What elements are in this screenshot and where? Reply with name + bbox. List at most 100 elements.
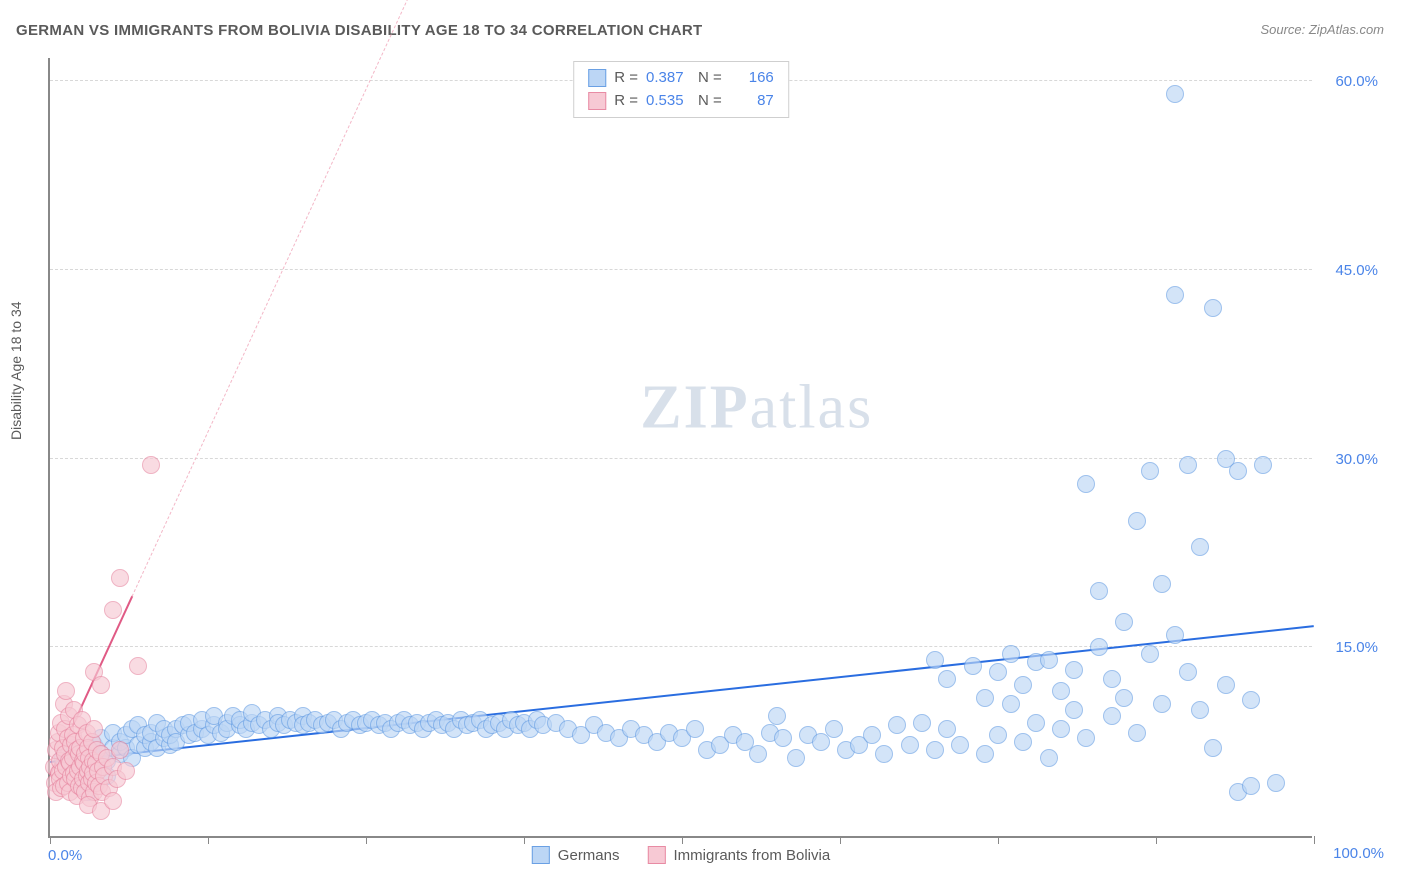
y-tick-label: 30.0%	[1335, 451, 1378, 468]
legend-swatch	[588, 69, 606, 87]
data-point	[129, 657, 147, 675]
data-point	[1090, 582, 1108, 600]
data-point	[938, 720, 956, 738]
legend-swatch	[532, 846, 550, 864]
legend-item: Immigrants from Bolivia	[647, 846, 830, 864]
data-point	[1014, 733, 1032, 751]
data-point	[1040, 651, 1058, 669]
y-axis-label: Disability Age 18 to 34	[8, 301, 24, 440]
data-point	[1229, 462, 1247, 480]
chart-title: GERMAN VS IMMIGRANTS FROM BOLIVIA DISABI…	[16, 22, 702, 39]
legend-row: R =0.387N =166	[588, 67, 774, 90]
data-point	[1204, 299, 1222, 317]
data-point	[901, 736, 919, 754]
data-point	[774, 729, 792, 747]
data-point	[964, 657, 982, 675]
data-point	[111, 741, 129, 759]
data-point	[1166, 286, 1184, 304]
data-point	[1002, 695, 1020, 713]
series-legend: Germans Immigrants from Bolivia	[532, 846, 830, 864]
data-point	[1217, 676, 1235, 694]
legend-label: Immigrants from Bolivia	[673, 847, 830, 864]
data-point	[1191, 701, 1209, 719]
x-tick	[998, 836, 999, 844]
data-point	[85, 720, 103, 738]
x-tick	[366, 836, 367, 844]
data-point	[768, 707, 786, 725]
data-point	[1242, 691, 1260, 709]
y-tick-label: 45.0%	[1335, 262, 1378, 279]
data-point	[863, 726, 881, 744]
data-point	[1166, 626, 1184, 644]
data-point	[1027, 714, 1045, 732]
x-tick	[524, 836, 525, 844]
r-value: 0.535	[646, 90, 690, 113]
data-point	[1052, 720, 1070, 738]
data-point	[1254, 456, 1272, 474]
data-point	[749, 745, 767, 763]
data-point	[1179, 456, 1197, 474]
x-tick	[682, 836, 683, 844]
gridline	[50, 269, 1312, 270]
data-point	[142, 456, 160, 474]
data-point	[1141, 645, 1159, 663]
data-point	[926, 651, 944, 669]
data-point	[1077, 729, 1095, 747]
x-tick	[840, 836, 841, 844]
data-point	[104, 792, 122, 810]
correlation-legend: R =0.387N =166R =0.535N =87	[573, 61, 789, 118]
data-point	[1267, 774, 1285, 792]
scatter-plot: ZIPatlas 15.0%30.0%45.0%60.0%100.0%0.0%R…	[48, 58, 1312, 838]
r-label: R =	[614, 67, 638, 90]
x-tick-label: 0.0%	[48, 847, 82, 864]
data-point	[825, 720, 843, 738]
r-label: R =	[614, 90, 638, 113]
data-point	[926, 741, 944, 759]
data-point	[1153, 575, 1171, 593]
y-tick-label-100: 100.0%	[1333, 845, 1384, 862]
data-point	[1002, 645, 1020, 663]
x-tick	[1314, 836, 1315, 844]
data-point	[1040, 749, 1058, 767]
data-point	[1065, 661, 1083, 679]
data-point	[951, 736, 969, 754]
r-value: 0.387	[646, 67, 690, 90]
data-point	[1141, 462, 1159, 480]
y-tick-label: 15.0%	[1335, 639, 1378, 656]
data-point	[913, 714, 931, 732]
x-tick	[1156, 836, 1157, 844]
data-point	[875, 745, 893, 763]
data-point	[117, 762, 135, 780]
data-point	[1153, 695, 1171, 713]
data-point	[1103, 670, 1121, 688]
data-point	[1191, 538, 1209, 556]
data-point	[1065, 701, 1083, 719]
data-point	[1052, 682, 1070, 700]
legend-row: R =0.535N =87	[588, 90, 774, 113]
data-point	[989, 726, 1007, 744]
data-point	[92, 676, 110, 694]
data-point	[1128, 512, 1146, 530]
legend-item: Germans	[532, 846, 620, 864]
watermark: ZIPatlas	[640, 373, 873, 444]
data-point	[57, 682, 75, 700]
y-tick-label: 60.0%	[1335, 73, 1378, 90]
data-point	[1242, 777, 1260, 795]
data-point	[888, 716, 906, 734]
data-point	[111, 569, 129, 587]
data-point	[989, 663, 1007, 681]
data-point	[104, 601, 122, 619]
gridline	[50, 458, 1312, 459]
data-point	[1166, 85, 1184, 103]
data-point	[1115, 689, 1133, 707]
data-point	[1115, 613, 1133, 631]
data-point	[976, 745, 994, 763]
trend-line	[132, 0, 417, 597]
data-point	[938, 670, 956, 688]
n-label: N =	[698, 67, 722, 90]
data-point	[1128, 724, 1146, 742]
source-label: Source: ZipAtlas.com	[1260, 22, 1384, 37]
legend-swatch	[647, 846, 665, 864]
x-tick	[50, 836, 51, 844]
data-point	[1204, 739, 1222, 757]
